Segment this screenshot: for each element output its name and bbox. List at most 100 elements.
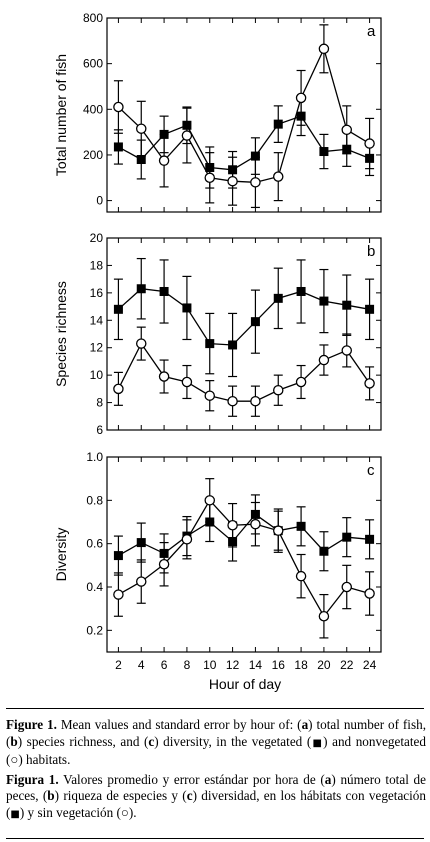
- x-tick-label: 12: [226, 658, 240, 672]
- data-point-circle: [204, 172, 215, 184]
- data-point-square: [365, 534, 375, 544]
- y-tick-label: 0.2: [86, 623, 103, 637]
- data-point-square: [205, 339, 215, 349]
- series-line: [118, 499, 370, 618]
- caption-english-label: Figure 1.: [6, 717, 57, 732]
- caption-spanish-text: Valores promedio y error estándar por ho…: [58, 771, 325, 787]
- data-point-circle: [158, 155, 170, 166]
- data-point-circle: [341, 581, 352, 593]
- x-tick-label: 14: [249, 658, 263, 672]
- y-tick-label: 8: [96, 396, 103, 410]
- data-point-circle: [272, 171, 284, 182]
- y-tick-label: 0.6: [86, 537, 103, 551]
- data-point-circle: [250, 518, 261, 530]
- data-point-circle: [135, 338, 147, 349]
- x-axis-title: Hour of day: [209, 676, 281, 692]
- data-point-square: [136, 284, 146, 294]
- data-point-square: [113, 142, 123, 152]
- x-tick-label: 4: [138, 658, 145, 672]
- data-point-circle: [181, 534, 193, 545]
- data-point-square: [342, 300, 352, 310]
- data-point-square: [228, 340, 238, 350]
- y-tick-label: 10: [90, 368, 104, 382]
- data-point-circle: [272, 525, 284, 536]
- figure: 0 200 400 600 800 Total number of fish a 6 8 10 1…: [53, 11, 382, 692]
- data-point-circle: [364, 588, 375, 599]
- data-point-square: [159, 286, 169, 296]
- data-point-circle: [250, 395, 261, 407]
- data-point-circle: [250, 177, 261, 188]
- caption-english: Figure 1. Mean values and standard error…: [6, 717, 426, 768]
- data-point-circle: [227, 520, 238, 531]
- data-point-square: [319, 296, 329, 306]
- series-vegetated: [113, 96, 375, 189]
- data-point-circle: [113, 101, 124, 113]
- data-point-circle: [295, 92, 307, 104]
- data-point-circle: [318, 354, 330, 366]
- series-line: [117, 288, 370, 346]
- data-point-circle: [318, 43, 330, 55]
- y-tick-label: 1.0: [86, 450, 103, 464]
- data-point-square: [365, 304, 375, 314]
- x-tick-label: 18: [294, 658, 308, 672]
- y-tick-label: 20: [90, 231, 104, 245]
- data-point-circle: [272, 384, 284, 396]
- data-point-circle: [318, 611, 330, 622]
- x-tick-label: 2: [115, 658, 122, 672]
- series-line: [118, 513, 370, 557]
- data-point-circle: [295, 570, 307, 582]
- data-point-square: [296, 286, 306, 296]
- series-vegetated: [113, 257, 375, 378]
- series-line: [117, 342, 371, 402]
- series-vegetated: [113, 494, 375, 576]
- data-point-square: [113, 304, 123, 314]
- x-tick-label: 6: [161, 658, 168, 672]
- data-point-circle: [204, 390, 215, 401]
- data-point-square: [273, 293, 283, 303]
- x-tick-label: 8: [184, 658, 191, 672]
- y-tick-label: 12: [90, 341, 104, 355]
- data-point-circle: [113, 383, 124, 395]
- y-tick-label: 200: [83, 148, 103, 162]
- x-tick-label: 22: [340, 658, 354, 672]
- y-tick-label: 0.8: [86, 493, 103, 507]
- y-tick-label: 18: [90, 258, 104, 272]
- panel-letter: b: [367, 243, 375, 260]
- figure-caption: Figure 1. Mean values and standard error…: [6, 717, 426, 827]
- plot-frame: [106, 17, 382, 213]
- panel-a: 0 200 400 600 800 Total number of fish a: [53, 11, 382, 213]
- y-axis-title: Total number of fish: [53, 54, 69, 176]
- y-tick-label: 0: [96, 194, 103, 208]
- y-tick-label: 6: [96, 423, 103, 437]
- data-point-circle: [135, 576, 147, 587]
- data-point-square: [250, 317, 260, 327]
- x-tick-label: 10: [203, 658, 217, 672]
- data-point-circle: [295, 376, 307, 388]
- y-tick-label: 0.4: [86, 580, 103, 594]
- panel-b: 6 8 10 12 14 16 18 20 Species richness b: [53, 231, 382, 437]
- data-point-square: [182, 303, 192, 313]
- data-point-circle: [227, 395, 238, 407]
- data-point-square: [342, 532, 352, 542]
- data-point-circle: [364, 138, 375, 149]
- caption-bottom-rule: [6, 838, 424, 839]
- data-point-circle: [158, 371, 170, 382]
- data-point-circle: [341, 124, 352, 136]
- y-tick-label: 400: [83, 102, 103, 116]
- plot-frame: [106, 237, 382, 431]
- panel-letter: a: [367, 23, 376, 40]
- data-point-circle: [341, 345, 352, 356]
- y-axis-title: Species richness: [53, 281, 69, 387]
- caption-spanish: Figura 1. Valores promedio y error están…: [6, 771, 426, 820]
- series-line: [118, 115, 370, 171]
- series-line: [117, 46, 370, 183]
- x-tick-label: 24: [363, 658, 377, 672]
- panel-c: 0.20.40.60.81.02 4 6 8 10 12 14 16 18 20 22 24Diver…: [53, 450, 382, 672]
- plot-frame: [106, 456, 382, 653]
- data-point-square: [250, 151, 260, 161]
- data-point-circle: [158, 559, 170, 570]
- series-nonvegetated: [113, 24, 375, 209]
- data-point-square: [136, 538, 146, 548]
- data-point-circle: [227, 175, 238, 187]
- data-point-square: [113, 551, 123, 561]
